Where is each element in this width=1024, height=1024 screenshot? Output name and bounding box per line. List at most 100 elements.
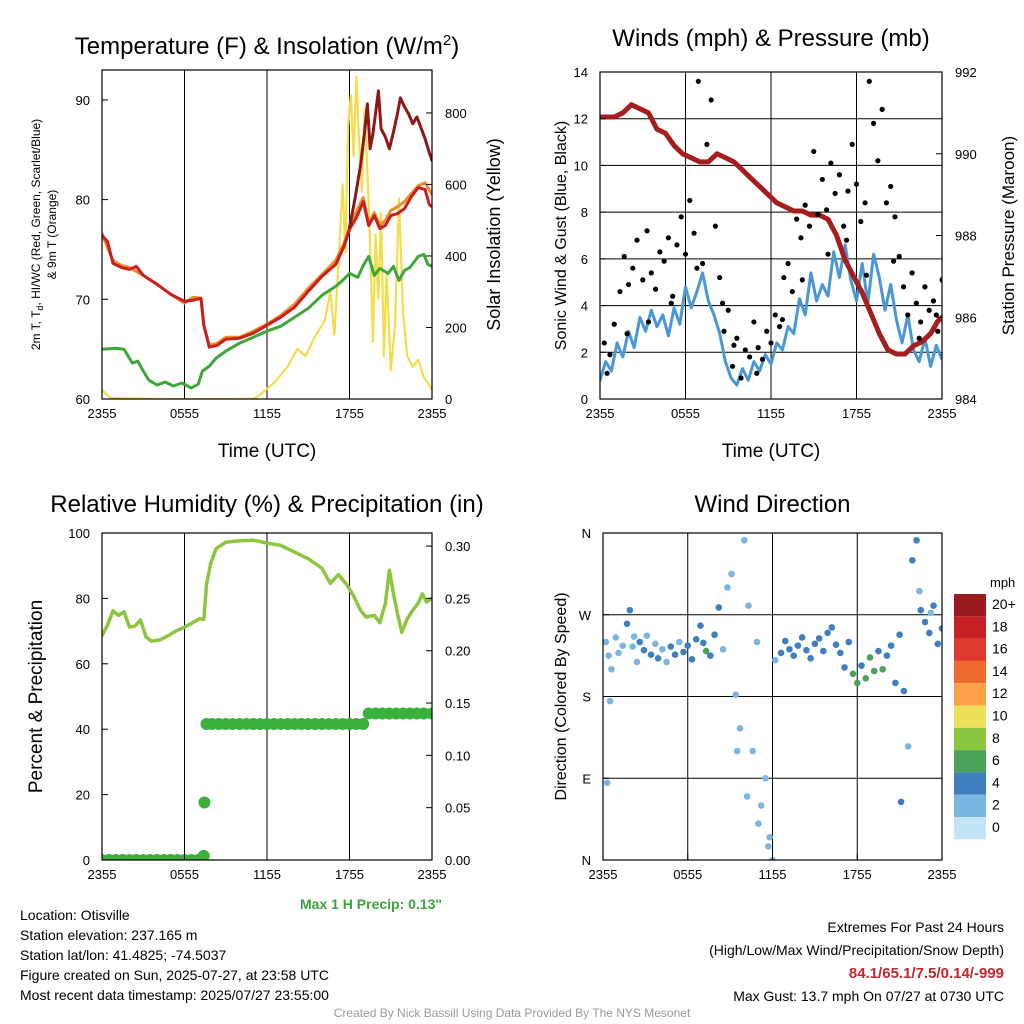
y-right-tick-label: 0 (445, 392, 452, 407)
direction-point (667, 643, 675, 650)
gust-point (691, 230, 697, 236)
gust-point (825, 251, 831, 257)
gust-point (731, 342, 737, 348)
gust-point (708, 97, 714, 103)
direction-point (832, 641, 840, 649)
gust-point (823, 207, 830, 213)
created-text: Figure created on Sun, 2025-07-27, at 23… (20, 967, 329, 983)
direction-point (733, 747, 741, 755)
gust-point (930, 298, 937, 304)
gust-point (668, 300, 674, 306)
gust-point (776, 323, 783, 330)
gust-point (648, 270, 654, 276)
x-tick-label: 1155 (253, 867, 281, 882)
direction-point (897, 798, 905, 806)
direction-point (654, 655, 662, 662)
y-tick-label: W (579, 608, 592, 623)
gust-point (866, 78, 872, 84)
y-tick-label: 0 (83, 853, 90, 868)
legend-swatch (954, 638, 986, 661)
y-tick-label: 12 (574, 112, 588, 127)
y-tick-label: 100 (68, 526, 90, 541)
direction-point (909, 556, 916, 564)
direction-point (875, 647, 882, 655)
gust-point (759, 356, 766, 362)
y-right-tick-label: 0.25 (445, 591, 470, 606)
y-axis-label: Sonic Wind & Gust (Blue, Black) (553, 121, 570, 350)
direction-point (934, 640, 942, 648)
y-right-tick-label: 200 (445, 320, 467, 335)
gust-point (712, 223, 719, 229)
y-tick-label: 8 (581, 205, 588, 220)
y-tick-label: 2 (581, 345, 588, 360)
gust-point (858, 218, 864, 225)
x-tick-label: 2355 (928, 406, 957, 421)
direction-point (841, 664, 848, 671)
gust-point (768, 340, 774, 346)
direction-point (762, 774, 769, 782)
gust-point (781, 274, 787, 281)
legend-title: mph (990, 575, 1015, 590)
extremes-description: (High/Low/Max Wind/Precipitation/Snow De… (709, 942, 1004, 958)
direction-point (755, 820, 762, 827)
gust-point (625, 281, 632, 288)
elevation-text: Station elevation: 237.165 m (20, 927, 198, 943)
legend-label: 16 (992, 641, 1008, 657)
y-right-tick-label: 986 (955, 310, 977, 325)
gust-point (900, 284, 907, 290)
direction-point (772, 656, 779, 664)
direction-point (719, 645, 727, 653)
direction-point (883, 652, 891, 659)
y-tick-label: 0 (581, 392, 588, 407)
direction-point (896, 631, 903, 639)
direction-point (798, 634, 806, 641)
extremes-values: 84.1/65.1/7.5/0.14/-999 (848, 965, 1004, 982)
y-right-tick-label: 0.05 (445, 801, 470, 816)
location-text: Location: Otisville (20, 907, 130, 923)
gust-point (755, 345, 761, 351)
gust-point (926, 307, 932, 313)
gust-point (670, 293, 676, 299)
legend-swatch (954, 794, 986, 817)
y-tick-label: N (582, 526, 591, 541)
y-right-tick-label: 0.15 (445, 696, 470, 711)
gust-point (896, 253, 902, 260)
y-tick-label: 80 (76, 193, 90, 208)
y-axis-label-line2: & 9m T (Orange) (45, 190, 59, 280)
gust-point (918, 319, 924, 325)
x-tick-label: 0555 (671, 406, 700, 421)
gust-point (843, 237, 850, 243)
legend-label: 0 (992, 819, 1000, 835)
gust-point (799, 277, 805, 283)
legend-label: 6 (992, 752, 1000, 768)
y-tick-label: 40 (76, 722, 90, 737)
direction-point (659, 645, 666, 653)
recent-data-text: Most recent data timestamp: 2025/07/27 2… (20, 987, 329, 1003)
y-axis-label: Direction (Colored By Speed) (553, 592, 570, 800)
direction-point (612, 634, 620, 641)
direction-point (651, 640, 659, 648)
gust-point (888, 183, 894, 190)
direction-point (786, 645, 793, 653)
direction-point (684, 642, 692, 649)
precip-point (426, 707, 432, 720)
gust-point (751, 319, 757, 325)
y-tick-label: 6 (581, 252, 588, 267)
direction-point (707, 652, 714, 659)
gust-point (665, 235, 672, 241)
y-right-axis-label: Station Pressure (Maroon) (999, 136, 1018, 335)
direction-point (603, 638, 610, 646)
gust-point (601, 340, 607, 346)
gust-point (789, 288, 795, 295)
gust-point (617, 288, 623, 295)
direction-point (606, 697, 614, 705)
wind-line (600, 243, 942, 387)
direction-point (824, 629, 831, 637)
x-tick-label: 2355 (88, 867, 117, 882)
direction-point (913, 536, 920, 544)
gust-point (905, 312, 911, 318)
gust-point (721, 328, 727, 334)
gust-point (798, 235, 804, 241)
direction-point (675, 638, 683, 646)
gust-point (634, 237, 640, 243)
